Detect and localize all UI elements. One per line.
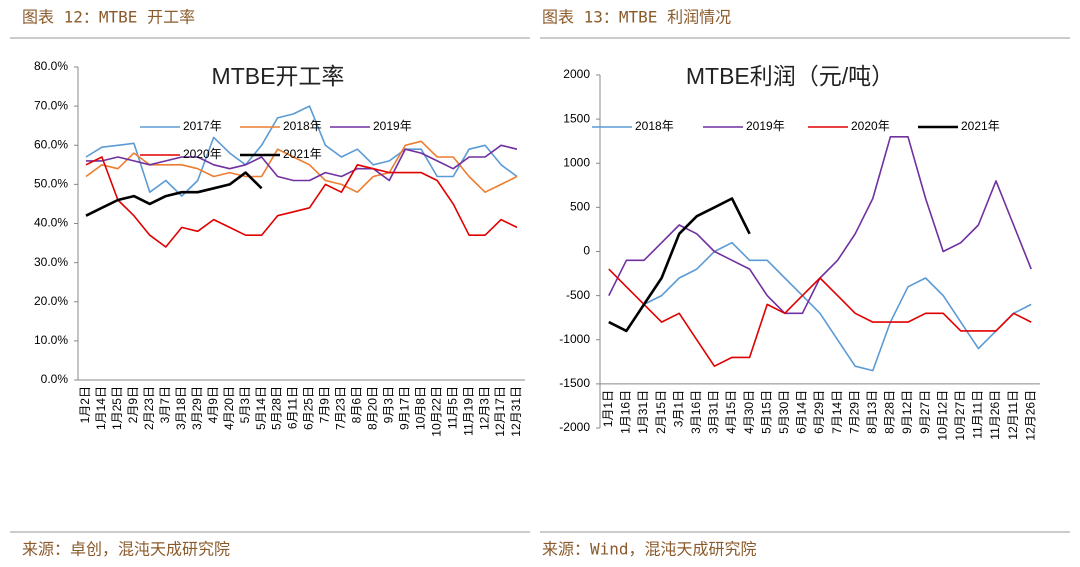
x-tick-label: 4月20日 bbox=[222, 386, 236, 430]
series-line bbox=[86, 144, 518, 182]
x-tick-label: 5月14日 bbox=[254, 386, 268, 430]
x-tick-label: 11月26日 bbox=[988, 390, 1002, 440]
x-tick-label: 1月16日 bbox=[619, 390, 633, 434]
y-tick-label: 40.0% bbox=[34, 216, 68, 230]
x-tick-label: 1月31日 bbox=[636, 390, 650, 434]
x-tick-label: 1月14日 bbox=[94, 386, 108, 430]
x-tick-label: 10月22日 bbox=[429, 386, 443, 437]
series-line bbox=[85, 156, 518, 248]
figure-caption: 图表 13：MTBE 利润情况 bbox=[542, 8, 731, 27]
x-tick-label: 3月7日 bbox=[158, 386, 172, 423]
figure-caption: 图表 12：MTBE 开工率 bbox=[22, 8, 195, 27]
x-tick-label: 4月9日 bbox=[206, 386, 220, 423]
x-tick-label: 3月31日 bbox=[707, 390, 721, 434]
y-tick-label: -1500 bbox=[559, 376, 590, 390]
x-tick-label: 12月3日 bbox=[477, 386, 491, 430]
x-tick-label: 12月31日 bbox=[509, 386, 523, 437]
x-tick-label: 5月15日 bbox=[759, 390, 773, 434]
x-tick-label: 1月25日 bbox=[110, 386, 124, 430]
x-tick-label: 3月16日 bbox=[689, 390, 703, 434]
x-tick-label: 12月26日 bbox=[1023, 390, 1037, 441]
x-tick-label: 5月3日 bbox=[238, 386, 252, 423]
legend-label: 2021年 bbox=[283, 147, 322, 161]
x-tick-label: 9月3日 bbox=[381, 386, 395, 423]
x-tick-label: 11月19日 bbox=[461, 386, 475, 436]
x-tick-label: 10月12日 bbox=[935, 390, 949, 441]
y-tick-label: 0.0% bbox=[41, 372, 69, 386]
y-tick-label: 80.0% bbox=[34, 59, 68, 73]
series-line bbox=[608, 268, 1032, 367]
chart-title: MTBE开工率 bbox=[212, 63, 345, 89]
y-tick-label: 70.0% bbox=[34, 98, 68, 112]
series-line bbox=[85, 105, 518, 197]
x-tick-label: 11月11日 bbox=[971, 390, 985, 439]
legend-label: 2020年 bbox=[851, 119, 890, 133]
chart-title: MTBE利润（元/吨） bbox=[686, 63, 894, 89]
x-tick-label: 6月25日 bbox=[302, 386, 316, 430]
y-tick-label: 1000 bbox=[563, 155, 590, 169]
y-tick-label: 0 bbox=[583, 244, 590, 258]
y-tick-label: 60.0% bbox=[34, 137, 68, 151]
y-tick-label: -2000 bbox=[559, 420, 590, 434]
y-tick-label: -1000 bbox=[559, 332, 590, 346]
x-tick-label: 7月23日 bbox=[334, 386, 348, 430]
legend-label: 2019年 bbox=[373, 119, 412, 133]
x-tick-label: 10月27日 bbox=[953, 390, 967, 441]
legend-label: 2018年 bbox=[283, 119, 322, 133]
x-tick-label: 8月6日 bbox=[350, 386, 364, 423]
x-tick-label: 11月5日 bbox=[445, 386, 459, 429]
y-tick-label: 1500 bbox=[563, 111, 590, 125]
x-tick-label: 2月23日 bbox=[142, 386, 156, 430]
legend-label: 2021年 bbox=[961, 119, 1000, 133]
x-tick-label: 3月18日 bbox=[174, 386, 188, 430]
x-tick-label: 6月11日 bbox=[286, 386, 300, 429]
series-line bbox=[608, 241, 1032, 372]
x-tick-label: 9月17日 bbox=[397, 386, 411, 430]
x-tick-label: 9月27日 bbox=[918, 390, 932, 434]
x-tick-label: 10月8日 bbox=[413, 386, 427, 430]
x-tick-label: 5月30日 bbox=[777, 390, 791, 434]
y-tick-label: -500 bbox=[566, 288, 590, 302]
source-note: 来源：Wind，混沌天成研究院 bbox=[542, 540, 757, 559]
source-note: 来源：卓创，混沌天成研究院 bbox=[22, 540, 230, 559]
legend-label: 2018年 bbox=[635, 119, 674, 133]
y-tick-label: 30.0% bbox=[34, 255, 68, 269]
y-tick-label: 500 bbox=[570, 200, 590, 214]
x-tick-label: 1月2日 bbox=[78, 386, 92, 423]
x-tick-label: 12月11日 bbox=[1006, 390, 1020, 440]
legend-label: 2020年 bbox=[183, 147, 222, 161]
x-tick-label: 4月15日 bbox=[724, 390, 738, 434]
x-tick-label: 5月28日 bbox=[270, 386, 284, 430]
x-tick-label: 8月13日 bbox=[865, 390, 879, 434]
x-tick-label: 1月1日 bbox=[601, 390, 615, 427]
x-tick-label: 2月15日 bbox=[654, 390, 668, 434]
x-tick-label: 6月29日 bbox=[812, 390, 826, 434]
x-tick-label: 7月29日 bbox=[847, 390, 861, 434]
y-tick-label: 50.0% bbox=[34, 177, 68, 191]
y-tick-label: 10.0% bbox=[34, 333, 68, 347]
series-line bbox=[85, 140, 518, 193]
x-tick-label: 2月9日 bbox=[126, 386, 140, 423]
legend-label: 2019年 bbox=[746, 119, 785, 133]
x-tick-label: 3月1日 bbox=[671, 390, 685, 427]
x-tick-label: 12月17日 bbox=[493, 386, 507, 437]
x-tick-label: 4月30日 bbox=[742, 390, 756, 434]
x-tick-label: 7月14日 bbox=[830, 390, 844, 434]
x-tick-label: 6月14日 bbox=[795, 390, 809, 434]
x-tick-label: 3月29日 bbox=[190, 386, 204, 430]
x-tick-label: 8月20日 bbox=[366, 386, 380, 430]
series-line bbox=[608, 197, 751, 333]
series-line bbox=[608, 136, 1032, 315]
y-tick-label: 2000 bbox=[563, 67, 590, 81]
series-line bbox=[85, 171, 263, 217]
x-tick-label: 9月12日 bbox=[900, 390, 914, 434]
x-tick-label: 8月28日 bbox=[883, 390, 897, 434]
x-tick-label: 7月9日 bbox=[318, 386, 332, 423]
legend-label: 2017年 bbox=[183, 119, 222, 133]
y-tick-label: 20.0% bbox=[34, 294, 68, 308]
